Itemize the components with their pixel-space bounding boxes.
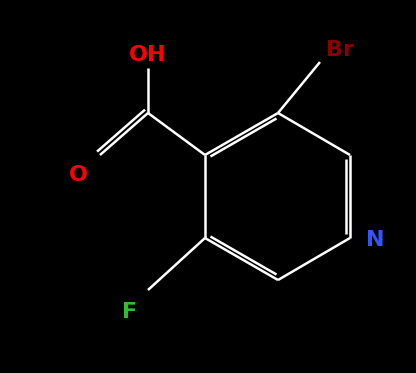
Text: N: N <box>366 230 384 250</box>
Text: O: O <box>69 165 87 185</box>
Text: F: F <box>122 302 138 322</box>
Text: Br: Br <box>326 40 354 60</box>
Text: OH: OH <box>129 45 167 65</box>
